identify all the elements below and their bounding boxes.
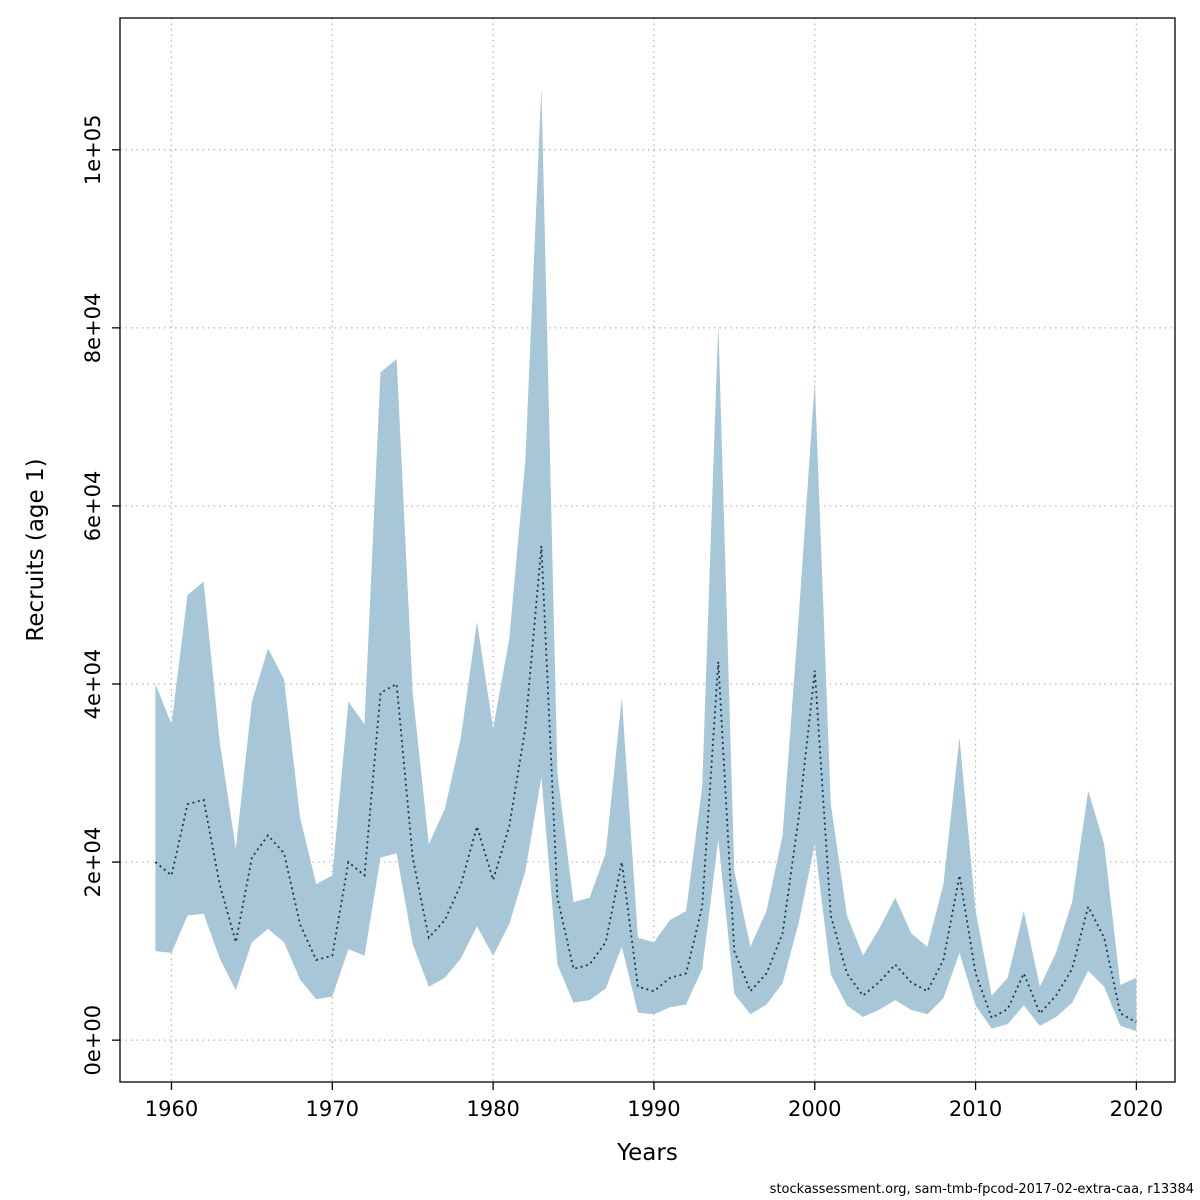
x-tick-label: 1990 — [627, 1097, 680, 1121]
x-axis-title: Years — [617, 1140, 678, 1166]
y-tick-label: 2e+04 — [81, 827, 105, 898]
footer-watermark: stockassessment.org, sam-tmb-fpcod-2017-… — [769, 1182, 1194, 1197]
x-tick-label: 2020 — [1110, 1097, 1163, 1121]
y-tick-label: 0e+00 — [81, 1005, 105, 1076]
y-tick-label: 4e+04 — [81, 649, 105, 720]
x-tick-label: 1970 — [306, 1097, 359, 1121]
y-tick-label: 8e+04 — [81, 293, 105, 364]
x-tick-label: 1980 — [466, 1097, 519, 1121]
plot-border — [119, 17, 1176, 1083]
confidence-band — [155, 87, 1137, 1032]
y-tick-label: 6e+04 — [81, 471, 105, 542]
x-tick-label: 2000 — [788, 1097, 841, 1121]
axis-ticks — [112, 149, 1138, 1090]
x-tick-label: 1960 — [145, 1097, 198, 1121]
tick-labels: 1960 1970 1980 1990 2000 2010 2020 0e+00 2e+04 4e… — [81, 114, 1163, 1121]
y-tick-label: 1e+05 — [81, 114, 105, 185]
x-tick-label: 2010 — [949, 1097, 1002, 1121]
y-axis-title: Recruits (age 1) — [23, 458, 49, 642]
